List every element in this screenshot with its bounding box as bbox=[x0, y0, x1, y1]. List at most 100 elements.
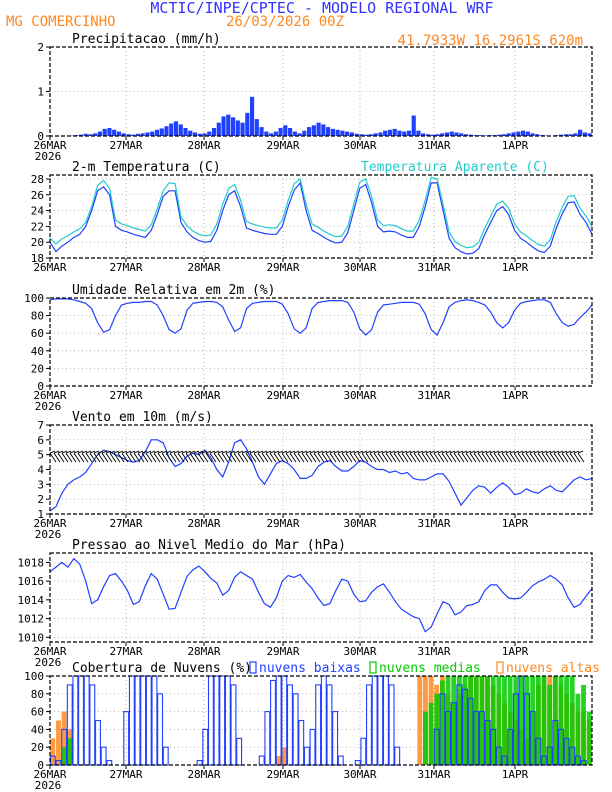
wind-barb bbox=[185, 452, 193, 463]
wind-barb-flag bbox=[237, 450, 244, 454]
cloud-bar-nuvens-baixas bbox=[315, 684, 322, 766]
wind-barb-flag bbox=[549, 450, 556, 454]
wind-barb bbox=[493, 452, 501, 463]
wind-barb-flag bbox=[369, 450, 376, 454]
wind-barb bbox=[157, 452, 165, 463]
precip-bar bbox=[264, 131, 269, 136]
precip-bar bbox=[425, 134, 431, 136]
wind-barb-flag bbox=[185, 450, 192, 454]
y-tick-label: 40 bbox=[31, 723, 44, 736]
x-tick-label: 31MAR bbox=[417, 645, 450, 658]
wind-barb-flag bbox=[169, 450, 176, 454]
wind-barb-flag bbox=[221, 450, 228, 454]
wind-barb bbox=[109, 452, 117, 463]
precip-bar bbox=[269, 133, 274, 136]
cloud-bar-nuvens-baixas bbox=[140, 675, 147, 766]
cloud-bar-nuvens-medias bbox=[490, 676, 496, 765]
wind-barb-flag bbox=[253, 450, 260, 454]
wind-barb bbox=[261, 452, 269, 463]
wind-barb-flag bbox=[217, 450, 224, 454]
wind-barb bbox=[153, 452, 161, 463]
precip-bar bbox=[102, 128, 107, 136]
series-line-vento bbox=[49, 439, 593, 512]
wind-barb-flag bbox=[553, 450, 560, 454]
y-tick-label: 26 bbox=[31, 189, 44, 202]
wind-barb bbox=[105, 452, 113, 463]
cloud-bar-nuvens-baixas bbox=[270, 679, 276, 766]
cloud-bar-nuvens-baixas bbox=[337, 755, 344, 766]
wind-barb-flag bbox=[289, 450, 296, 454]
precip-bar bbox=[335, 129, 340, 136]
wind-barb bbox=[337, 452, 345, 463]
cloud-bar-nuvens-baixas bbox=[320, 675, 327, 766]
precip-bar bbox=[207, 131, 212, 136]
wind-barb bbox=[349, 452, 357, 463]
precip-bar bbox=[83, 133, 88, 136]
cloud-bar-nuvens-baixas bbox=[264, 711, 271, 766]
precip-bar bbox=[173, 121, 179, 136]
cloud-bar-nuvens-medias bbox=[61, 747, 67, 765]
series-line-temperatura bbox=[49, 181, 593, 255]
wind-barb bbox=[121, 452, 129, 463]
x-tick-label: 27MAR bbox=[109, 261, 142, 274]
wind-barb bbox=[281, 452, 289, 463]
cloud-bar-nuvens-medias bbox=[456, 676, 462, 765]
legend-swatch bbox=[496, 661, 504, 674]
precip-bar bbox=[240, 122, 245, 136]
wind-barb bbox=[301, 452, 309, 463]
cloud-bar-nuvens-medias bbox=[564, 676, 570, 765]
wind-barb-flag bbox=[97, 450, 104, 454]
panel-title: Precipitacao (mm/h) bbox=[72, 32, 221, 47]
precip-bar bbox=[245, 112, 250, 136]
wind-barb-flag bbox=[189, 450, 196, 454]
cloud-bar-nuvens-baixas bbox=[388, 684, 395, 766]
cloud-bar-nuvens-medias bbox=[473, 676, 479, 765]
precip-bar bbox=[221, 116, 226, 136]
wind-barb bbox=[129, 452, 137, 463]
wind-barb bbox=[149, 452, 157, 463]
cloud-bar-nuvens-medias bbox=[496, 676, 502, 765]
wind-barb bbox=[137, 452, 145, 463]
wind-barb-flag bbox=[393, 450, 400, 454]
wind-barb bbox=[457, 452, 465, 463]
precip-bar bbox=[578, 129, 583, 136]
wind-barb bbox=[73, 452, 81, 463]
wind-barb-flag bbox=[257, 450, 264, 454]
y-tick-label: 1 bbox=[37, 508, 44, 521]
wind-barb-flag bbox=[149, 450, 156, 454]
wind-barb-flag bbox=[229, 450, 236, 454]
panel-wind: 1 2 34 5 6 7 26MAR 27MAR 28MAR 29MAR 30MAR 31MAR 1AP… bbox=[33, 410, 593, 541]
wind-barb-flag bbox=[381, 450, 388, 454]
cloud-bar-nuvens-baixas bbox=[236, 737, 243, 766]
wind-barb bbox=[217, 452, 225, 463]
x-tick-label: 27MAR bbox=[109, 389, 142, 402]
wind-barb-flag bbox=[417, 450, 424, 454]
wind-barb-flag bbox=[173, 450, 180, 454]
panel-frame bbox=[49, 552, 593, 643]
wind-barb-flag bbox=[517, 450, 524, 454]
wind-barb-flag bbox=[213, 450, 220, 454]
wind-barb-flag bbox=[425, 450, 432, 454]
wind-barb-flag bbox=[337, 450, 344, 454]
panel-title: Umidade Relativa em 2m (%) bbox=[72, 283, 276, 298]
wind-barb bbox=[265, 452, 273, 463]
wind-barb-flag bbox=[429, 450, 436, 454]
y-tick-label: 1016 bbox=[18, 575, 45, 588]
wind-barb bbox=[69, 452, 77, 463]
precip-bar bbox=[116, 131, 122, 136]
wind-barb bbox=[405, 452, 413, 463]
wind-barb-flag bbox=[301, 450, 308, 454]
wind-barb bbox=[489, 452, 497, 463]
precip-bar bbox=[88, 134, 93, 136]
cloud-bar-nuvens-medias bbox=[502, 676, 507, 765]
wind-barb-flag bbox=[93, 450, 100, 454]
cloud-bar-nuvens-baixas bbox=[495, 746, 502, 766]
x-tick-label: 28MAR bbox=[187, 261, 220, 274]
wind-barb-flag bbox=[533, 450, 540, 454]
wind-barb bbox=[237, 452, 245, 463]
precip-bar bbox=[330, 128, 335, 136]
wind-barb-flag bbox=[525, 450, 532, 454]
cloud-bar-nuvens-baixas bbox=[95, 719, 101, 766]
legend-label: nuvens altas bbox=[506, 661, 600, 676]
wind-barb-flag bbox=[233, 450, 240, 454]
